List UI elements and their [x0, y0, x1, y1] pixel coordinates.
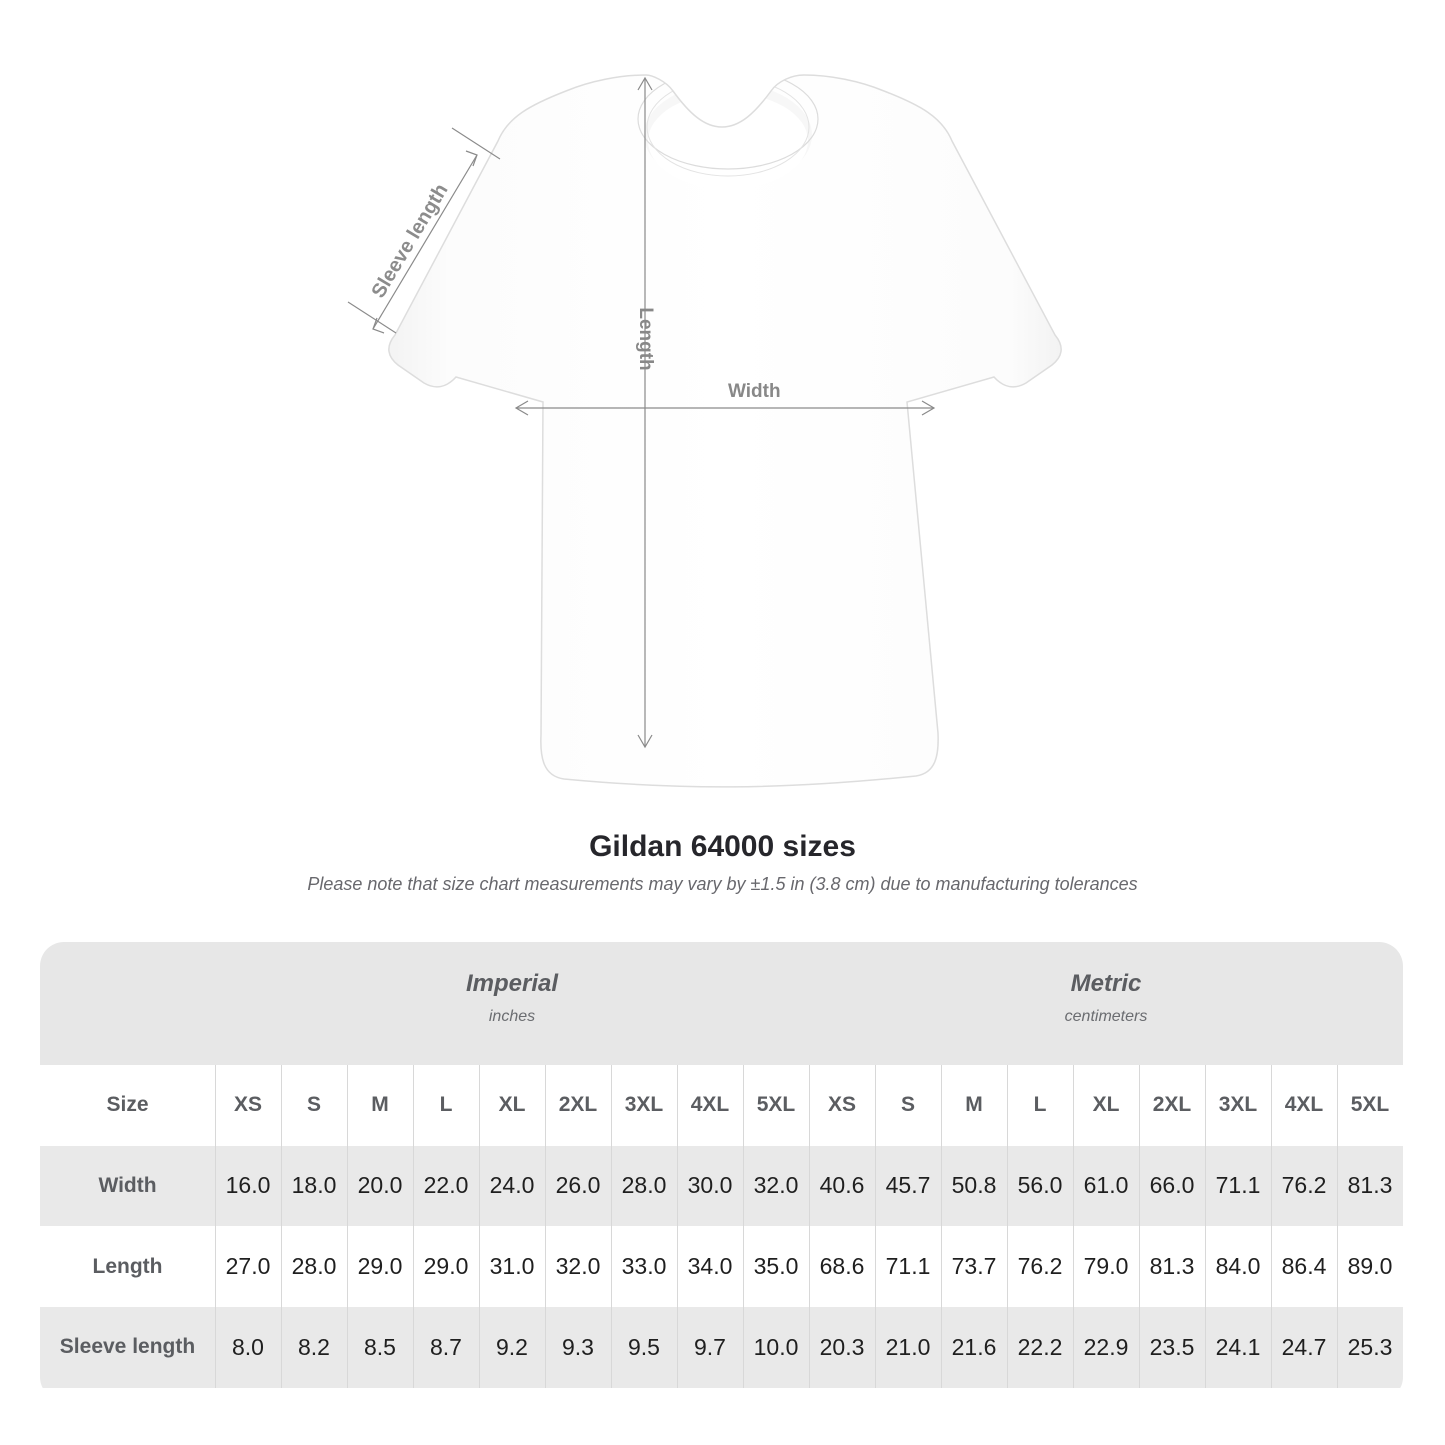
svg-text:Width: Width — [728, 381, 781, 402]
